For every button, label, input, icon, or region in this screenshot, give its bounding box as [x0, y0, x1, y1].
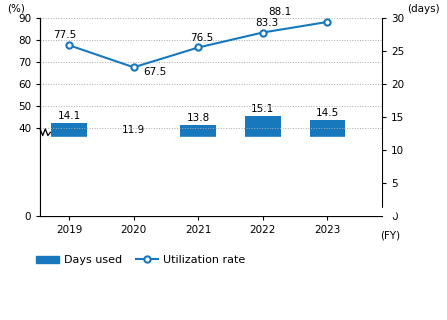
- Text: 77.5: 77.5: [53, 30, 76, 40]
- Text: 67.5: 67.5: [143, 67, 167, 77]
- Text: 15.1: 15.1: [251, 104, 274, 114]
- Bar: [116, 137, 152, 216]
- Text: 83.3: 83.3: [255, 18, 278, 28]
- Legend: Days used, Utilization rate: Days used, Utilization rate: [32, 251, 250, 270]
- Text: 14.1: 14.1: [58, 111, 81, 121]
- Text: (FY): (FY): [380, 230, 401, 240]
- Bar: [40, 208, 395, 216]
- Bar: [310, 120, 345, 216]
- Text: 88.1: 88.1: [269, 7, 292, 17]
- Y-axis label: (%): (%): [7, 4, 25, 14]
- Text: 14.5: 14.5: [316, 108, 339, 118]
- Text: 11.9: 11.9: [122, 125, 145, 135]
- Y-axis label: (days): (days): [407, 4, 439, 14]
- Bar: [40, 137, 395, 216]
- Text: 76.5: 76.5: [190, 33, 214, 43]
- Bar: [181, 125, 216, 216]
- Text: 13.8: 13.8: [186, 113, 210, 123]
- Bar: [51, 123, 87, 216]
- Bar: [245, 116, 281, 216]
